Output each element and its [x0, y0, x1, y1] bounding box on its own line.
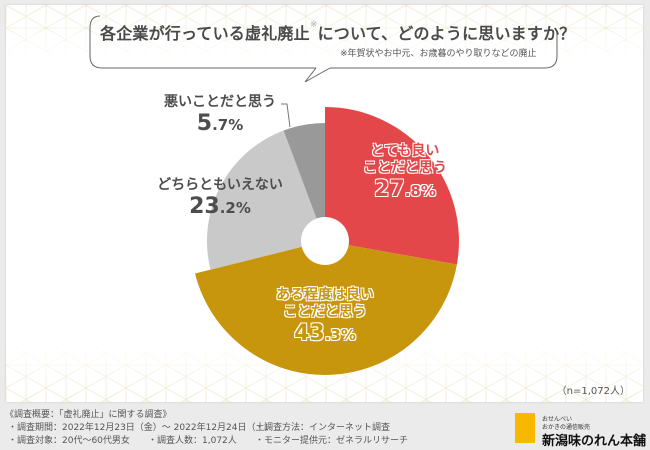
footnote-mark: ※	[309, 20, 318, 30]
label-somewhat-good-line2: ことだと思う	[283, 304, 367, 320]
label-neutral-pct: 23.2%	[189, 194, 251, 219]
slice-neutral	[206, 130, 325, 270]
label-somewhat-good: ある程度は良い ことだと思う 43.3%	[255, 287, 395, 348]
label-very-good-line2: ことだと思う	[363, 160, 447, 176]
label-somewhat-good-line1: ある程度は良い	[276, 287, 374, 303]
question-title-main: 各企業が行っている虚礼廃止	[100, 24, 310, 43]
survey-summary: 《調査概要：「虚礼廃止」に関する調査》 ・調査期間：2022年12月23日（金）…	[0, 405, 650, 450]
asanoha-pattern-top	[6, 5, 643, 60]
slice-very-good	[325, 107, 459, 265]
label-bad-line1: 悪いことだと思う	[164, 94, 276, 110]
question-footnote: ※年賀状やお中元、お歳暮のやり取りなどの廃止	[340, 49, 537, 59]
brand-tagline-2: おかきの通信販売	[542, 424, 591, 431]
question-bubble	[89, 15, 558, 69]
brand-tagline-1: おせんべい	[542, 416, 573, 423]
summary-period: ・調査期間：2022年12月23日（金）～ 2022年12月24日（土）	[8, 423, 274, 433]
brand-name: 新潟味のれん本舗	[542, 434, 647, 449]
summary-provider: ・モニター提供元：ゼネラルリサーチ	[255, 436, 409, 446]
leader-line-bad	[281, 103, 291, 128]
summary-heading: 《調査概要：「虚礼廃止」に関する調査》	[5, 410, 172, 420]
summary-count: ・調査人数：1,072人	[148, 436, 237, 446]
donut-hole	[301, 217, 349, 265]
slice-bad	[283, 123, 325, 241]
label-bad: 悪いことだと思う 5.7%	[160, 94, 280, 138]
label-neutral: どちらともいえない 23.2%	[150, 177, 290, 221]
brand-logo-mark	[515, 413, 535, 443]
label-neutral-line1: どちらともいえない	[157, 177, 283, 193]
bubble-tail	[304, 67, 331, 83]
summary-target: ・調査対象：20代～60代男女	[8, 436, 130, 446]
question-title: 各企業が行っている虚礼廃止※について、どのように思いますか？	[100, 20, 575, 44]
label-bad-pct: 5.7%	[196, 111, 244, 136]
label-very-good: とても良い ことだと思う 27.8%	[355, 143, 455, 204]
question-title-rest: について、どのように思いますか？	[317, 24, 576, 43]
slice-somewhat-good	[195, 241, 457, 375]
summary-method: ・調査方法：インターネット調査	[255, 423, 391, 433]
label-very-good-pct: 27.8%	[374, 177, 436, 202]
label-somewhat-good-pct: 43.3%	[294, 321, 356, 346]
sample-size: （n=1,072人）	[556, 386, 630, 397]
label-very-good-line1: とても良い	[370, 143, 440, 159]
